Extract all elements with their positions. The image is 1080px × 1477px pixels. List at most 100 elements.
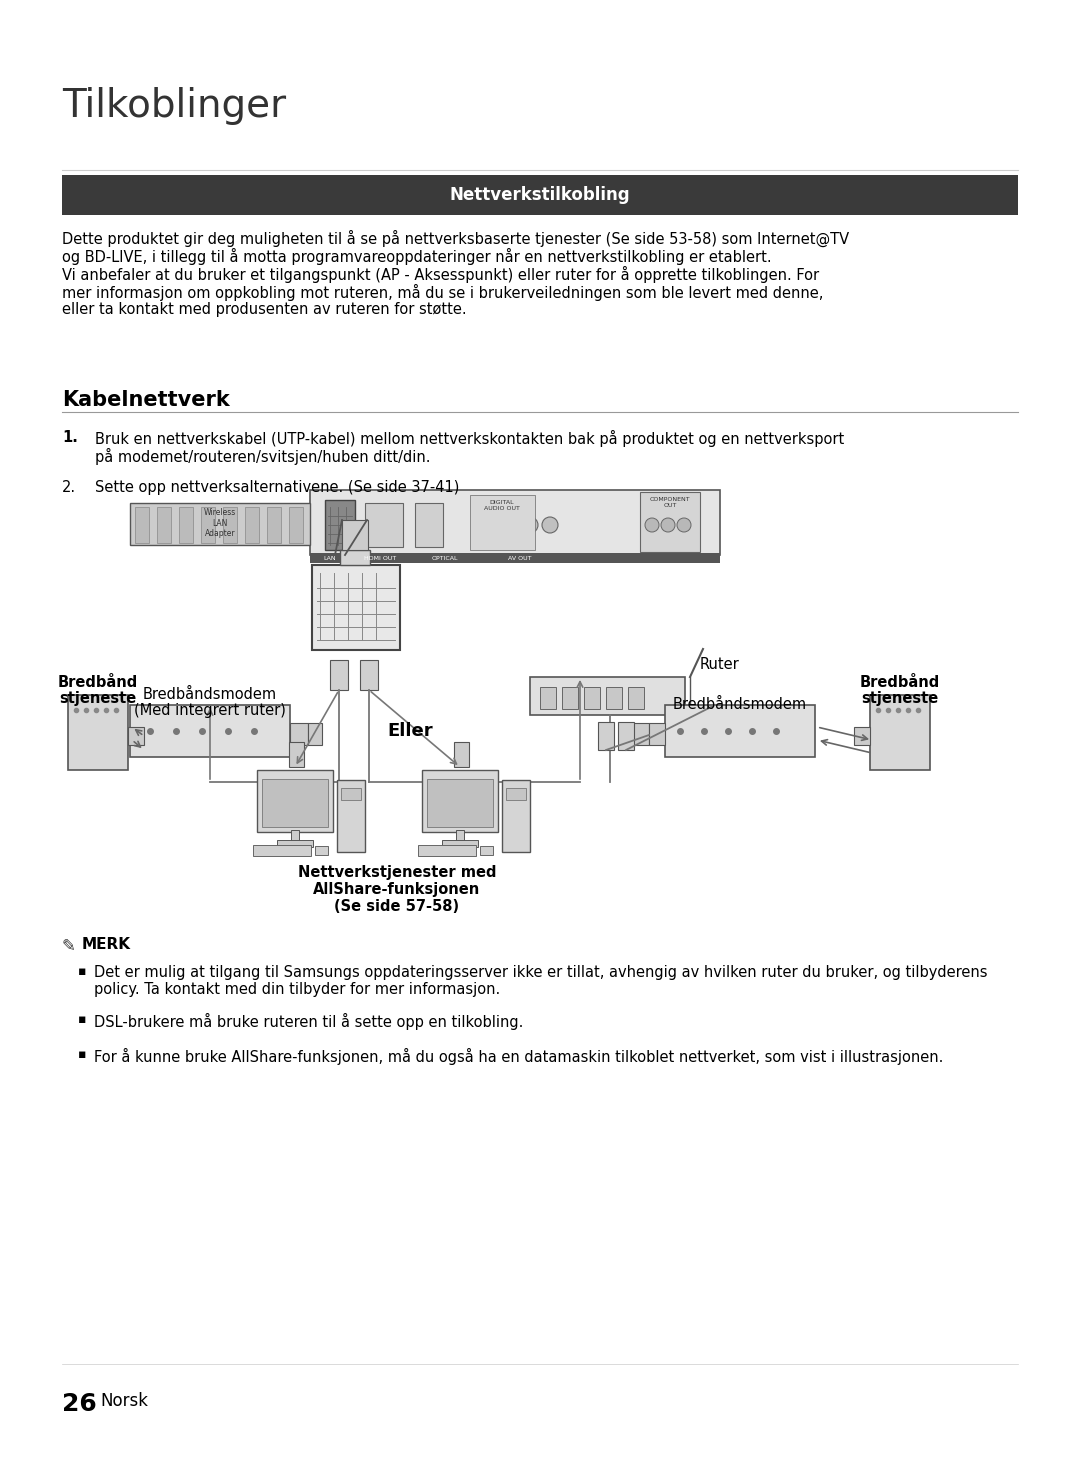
Text: DIGITAL
AUDIO OUT: DIGITAL AUDIO OUT (484, 501, 519, 511)
Bar (325, 501, 355, 549)
Bar (342, 520, 368, 549)
Bar (627, 687, 644, 709)
Bar (507, 789, 526, 801)
Circle shape (522, 517, 538, 533)
Bar (365, 504, 403, 546)
Bar (415, 504, 443, 546)
Bar (562, 687, 578, 709)
Text: 1.: 1. (62, 430, 78, 445)
Bar (201, 507, 215, 544)
Text: MERK: MERK (82, 936, 131, 953)
Bar (308, 724, 322, 744)
Circle shape (485, 498, 495, 508)
Bar (257, 770, 333, 832)
Bar (618, 722, 634, 750)
Bar (598, 722, 615, 750)
Text: HDMI OUT: HDMI OUT (364, 557, 396, 561)
Text: Dette produktet gir deg muligheten til å se på nettverksbaserte tjenester (Se si: Dette produktet gir deg muligheten til å… (62, 230, 849, 247)
Bar (606, 687, 622, 709)
Bar (341, 789, 361, 801)
Bar (310, 552, 720, 563)
Text: Ruter: Ruter (700, 657, 740, 672)
Text: Bredbånd: Bredbånd (58, 675, 138, 690)
Bar (442, 840, 478, 846)
Circle shape (502, 517, 518, 533)
Text: AllShare-funksjonen: AllShare-funksjonen (313, 882, 481, 897)
Text: Det er mulig at tilgang til Samsungs oppdateringsserver ikke er tillat, avhengig: Det er mulig at tilgang til Samsungs opp… (94, 964, 987, 981)
Text: stjeneste: stjeneste (862, 691, 939, 706)
Text: COMPONENT
OUT: COMPONENT OUT (650, 496, 690, 508)
Text: Nettverkstilkobling: Nettverkstilkobling (449, 186, 631, 204)
Text: Eller: Eller (388, 722, 433, 740)
Text: 2.: 2. (62, 480, 76, 495)
Text: Bredbåndsmodem: Bredbåndsmodem (143, 687, 278, 702)
Bar (540, 687, 556, 709)
Bar (129, 727, 144, 744)
Bar (135, 507, 149, 544)
Bar (633, 724, 649, 744)
Bar (289, 507, 303, 544)
Text: Norsk: Norsk (100, 1391, 148, 1411)
Text: ▪: ▪ (78, 1049, 86, 1060)
Text: Wireless
LAN
Adapter: Wireless LAN Adapter (204, 508, 237, 538)
Bar (870, 696, 930, 770)
Bar (584, 687, 600, 709)
Bar (330, 660, 348, 690)
Bar (291, 830, 299, 842)
Bar (291, 724, 308, 744)
Text: Sette opp nettverksalternativene. (Se side 37-41): Sette opp nettverksalternativene. (Se si… (95, 480, 459, 495)
Bar (310, 490, 720, 555)
Text: ✎: ✎ (62, 936, 76, 956)
Bar (665, 705, 815, 758)
Text: Bredbåndsmodem: Bredbåndsmodem (673, 697, 807, 712)
Text: (Med integrert ruter): (Med integrert ruter) (134, 703, 286, 718)
Text: stjeneste: stjeneste (59, 691, 137, 706)
Bar (68, 696, 129, 770)
Bar (262, 778, 328, 827)
Bar (337, 780, 365, 852)
Bar (854, 727, 870, 744)
Bar (62, 174, 1018, 216)
Bar (480, 846, 492, 855)
Text: (Se side 57-58): (Se side 57-58) (335, 899, 460, 914)
Bar (276, 840, 313, 846)
Text: OPTICAL: OPTICAL (432, 557, 458, 561)
Text: Tilkoblinger: Tilkoblinger (62, 87, 286, 126)
Bar (427, 778, 492, 827)
Bar (222, 507, 237, 544)
Bar (312, 566, 400, 650)
Bar (470, 495, 535, 549)
Text: LAN: LAN (324, 557, 336, 561)
Circle shape (482, 517, 498, 533)
Text: Bredbånd: Bredbånd (860, 675, 940, 690)
Text: DSL-brukere må bruke ruteren til å sette opp en tilkobling.: DSL-brukere må bruke ruteren til å sette… (94, 1013, 524, 1029)
Text: og BD-LIVE, i tillegg til å motta programvareoppdateringer når en nettverkstilko: og BD-LIVE, i tillegg til å motta progra… (62, 248, 771, 264)
Bar (157, 507, 171, 544)
Bar (418, 845, 476, 857)
Text: Bruk en nettverkskabel (UTP-kabel) mellom nettverkskontakten bak på produktet og: Bruk en nettverkskabel (UTP-kabel) mello… (95, 430, 845, 448)
Bar (130, 504, 310, 545)
Bar (649, 724, 665, 744)
Bar (454, 741, 469, 767)
Bar (422, 770, 498, 832)
Bar (179, 507, 193, 544)
Text: eller ta kontakt med produsenten av ruteren for støtte.: eller ta kontakt med produsenten av rute… (62, 301, 467, 318)
Text: på modemet/routeren/svitsjen/huben ditt/din.: på modemet/routeren/svitsjen/huben ditt/… (95, 448, 431, 465)
Circle shape (542, 517, 558, 533)
Text: ▪: ▪ (78, 964, 86, 978)
Bar (456, 830, 464, 842)
Bar (245, 507, 259, 544)
Bar (267, 507, 281, 544)
Text: AV OUT: AV OUT (509, 557, 531, 561)
Text: mer informasjon om oppkobling mot ruteren, må du se i brukerveiledningen som ble: mer informasjon om oppkobling mot rutere… (62, 284, 823, 301)
Text: 26: 26 (62, 1391, 97, 1416)
Text: ▪: ▪ (78, 1013, 86, 1027)
Text: For å kunne bruke AllShare-funksjonen, må du også ha en datamaskin tilkoblet net: For å kunne bruke AllShare-funksjonen, m… (94, 1049, 943, 1065)
Text: policy. Ta kontakt med din tilbyder for mer informasjon.: policy. Ta kontakt med din tilbyder for … (94, 982, 500, 997)
Text: Kabelnettverk: Kabelnettverk (62, 390, 230, 411)
Bar (640, 492, 700, 552)
Bar (530, 676, 685, 715)
Circle shape (645, 518, 659, 532)
Bar (289, 741, 303, 767)
Circle shape (661, 518, 675, 532)
